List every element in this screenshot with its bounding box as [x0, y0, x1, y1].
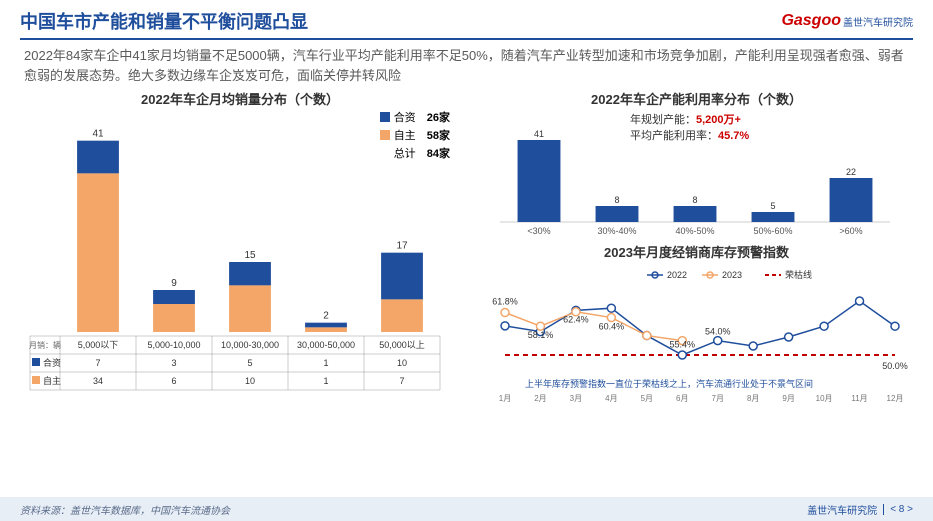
footer-org: 盖世汽车研究院	[807, 502, 877, 517]
chart1-legend: 合资 26家 自主 58家 总计 84家	[380, 109, 450, 163]
svg-text:50,000以上: 50,000以上	[379, 340, 425, 350]
footer-page: < 8 >	[883, 504, 913, 515]
svg-text:5: 5	[770, 201, 775, 211]
svg-text:2022: 2022	[667, 270, 687, 280]
svg-text:55.4%: 55.4%	[670, 340, 696, 350]
legend-sq-own	[380, 130, 390, 140]
svg-text:7: 7	[399, 376, 404, 386]
chart3-svg: 2022 2023 荣枯线 61.8% 58.1% 62.4% 60.4% 55.4% 54.0…	[480, 265, 910, 420]
svg-text:8月: 8月	[747, 394, 759, 403]
logo: Gasgoo 盖世汽车研究院	[781, 12, 913, 30]
svg-text:2: 2	[323, 311, 329, 322]
right-column: 2022年车企产能利用率分布（个数） 年规划产能：5,200万+ 平均产能利用率…	[480, 89, 913, 422]
svg-text:54.0%: 54.0%	[705, 327, 731, 337]
legend-own-count: 58家	[427, 127, 450, 143]
svg-text:5,000以下: 5,000以下	[78, 340, 119, 350]
svg-text:2023: 2023	[722, 270, 742, 280]
chart1-title: 2022年车企月均销量分布（个数）	[20, 89, 460, 108]
svg-text:10,000-30,000: 10,000-30,000	[221, 340, 279, 350]
svg-text:34: 34	[93, 376, 103, 386]
svg-text:5,000-10,000: 5,000-10,000	[147, 340, 200, 350]
chart3-title: 2023年月度经销商库存预警指数	[480, 242, 913, 261]
svg-text:5月: 5月	[641, 394, 653, 403]
svg-text:10: 10	[245, 376, 255, 386]
legend-own-name: 自主	[394, 127, 416, 143]
svg-text:11月: 11月	[851, 394, 867, 403]
svg-text:合资: 合资	[43, 357, 61, 368]
svg-text:4月: 4月	[605, 394, 617, 403]
svg-text:荣枯线: 荣枯线	[785, 269, 812, 280]
svg-text:15: 15	[244, 250, 256, 261]
svg-text:9: 9	[171, 278, 177, 289]
svg-text:41: 41	[92, 129, 104, 140]
svg-text:61.8%: 61.8%	[492, 297, 518, 307]
svg-text:5: 5	[247, 358, 252, 368]
svg-text:3月: 3月	[570, 394, 582, 403]
stat2-label: 平均产能利用率：	[630, 130, 718, 142]
svg-text:10: 10	[397, 358, 407, 368]
charts-area: 2022年车企月均销量分布（个数） 合资 26家 自主 58家 总计 84家 4…	[0, 89, 933, 422]
svg-text:自主: 自主	[43, 375, 61, 386]
logo-cn: 盖世汽车研究院	[843, 14, 913, 29]
body-text: 2022年84家车企中41家月均销量不足5000辆，汽车行业平均产能利用率不足5…	[0, 46, 933, 89]
footer-source: 资料来源：盖世汽车数据库，中国汽车流通协会	[20, 502, 230, 517]
svg-text:9月: 9月	[782, 394, 794, 403]
svg-text:40%-50%: 40%-50%	[675, 226, 714, 236]
stat1-label: 年规划产能：	[630, 114, 696, 126]
svg-text:12月: 12月	[887, 394, 904, 403]
chart1-container: 2022年车企月均销量分布（个数） 合资 26家 自主 58家 总计 84家 4…	[20, 89, 460, 422]
svg-text:6月: 6月	[676, 394, 688, 403]
svg-text:30,000-50,000: 30,000-50,000	[297, 340, 355, 350]
svg-text:1月: 1月	[499, 394, 511, 403]
svg-text:30%-40%: 30%-40%	[597, 226, 636, 236]
svg-text:50%-60%: 50%-60%	[753, 226, 792, 236]
chart2-title: 2022年车企产能利用率分布（个数）	[480, 89, 913, 108]
svg-text:58.1%: 58.1%	[528, 330, 554, 340]
header: 中国车市产能和销量不平衡问题凸显 Gasgoo 盖世汽车研究院	[0, 0, 933, 38]
legend-total-label: 总计	[394, 145, 416, 161]
svg-text:22: 22	[846, 167, 856, 177]
svg-text:2月: 2月	[534, 394, 546, 403]
svg-text:10月: 10月	[816, 394, 833, 403]
svg-text:<30%: <30%	[527, 226, 550, 236]
svg-text:7月: 7月	[712, 394, 724, 403]
chart3-container: 2023年月度经销商库存预警指数 2022 2023 荣枯线 61.8% 58.1% 62…	[480, 242, 913, 420]
logo-text: Gasgoo	[781, 12, 841, 30]
legend-total-count: 84家	[427, 145, 450, 161]
svg-text:>60%: >60%	[839, 226, 862, 236]
legend-sq-jv	[380, 112, 390, 122]
legend-jv-name: 合资	[394, 109, 416, 125]
svg-text:8: 8	[692, 195, 697, 205]
legend-jv-count: 26家	[427, 109, 450, 125]
svg-text:3: 3	[171, 358, 176, 368]
footer: 资料来源：盖世汽车数据库，中国汽车流通协会 盖世汽车研究院 < 8 >	[0, 497, 933, 521]
svg-text:上半年库存预警指数一直位于荣枯线之上，汽车流通行业处于不景气: 上半年库存预警指数一直位于荣枯线之上，汽车流通行业处于不景气区间	[525, 378, 813, 389]
chart2-stats: 年规划产能：5,200万+ 平均产能利用率：45.7%	[630, 111, 749, 143]
svg-text:62.4%: 62.4%	[563, 314, 589, 324]
stat2-value: 45.7%	[718, 130, 749, 142]
svg-text:17: 17	[396, 241, 408, 252]
svg-text:月销：辆: 月销：辆	[29, 340, 61, 350]
svg-text:1: 1	[323, 358, 328, 368]
stat1-value: 5,200万+	[696, 114, 741, 126]
svg-text:7: 7	[95, 358, 100, 368]
svg-text:6: 6	[171, 376, 176, 386]
chart2-container: 2022年车企产能利用率分布（个数） 年规划产能：5,200万+ 平均产能利用率…	[480, 89, 913, 242]
svg-text:8: 8	[614, 195, 619, 205]
svg-text:60.4%: 60.4%	[599, 322, 625, 332]
title-underline	[20, 38, 913, 40]
svg-text:50.0%: 50.0%	[882, 361, 908, 371]
svg-text:41: 41	[534, 129, 544, 139]
svg-text:1: 1	[323, 376, 328, 386]
page-title: 中国车市产能和销量不平衡问题凸显	[20, 8, 308, 34]
